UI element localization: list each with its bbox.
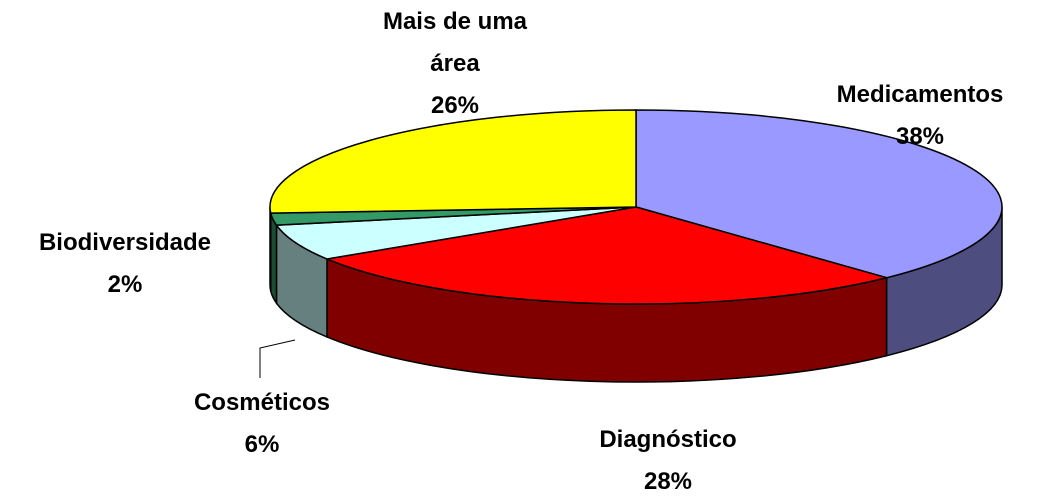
value-label: 28% [643, 468, 693, 495]
pie-slice [635, 109, 1003, 279]
pie-wall [269, 212, 278, 306]
slice-label: Cosméticos 6% [132, 382, 392, 466]
slice-label: Medicamentos 38% [790, 74, 1039, 158]
category-label: Diagnóstico [599, 426, 737, 453]
value-label: 26% [430, 92, 480, 119]
value-label: 2% [107, 271, 143, 298]
pie-wall [269, 206, 272, 292]
slice-label: Mais de uma área 26% [355, 1, 555, 127]
value-label: 38% [895, 123, 945, 150]
value-label: 6% [244, 431, 280, 458]
pie-slice [269, 109, 637, 214]
slice-label: Diagnóstico 28% [538, 419, 798, 502]
category-label: Medicamentos [836, 81, 1004, 108]
category-label: Cosméticos [193, 389, 331, 416]
leader-line [259, 339, 296, 378]
category-label: Biodiversidade [38, 229, 212, 256]
category-label: Mais de uma área [382, 8, 528, 77]
slice-label: Biodiversidade 2% [0, 222, 255, 306]
pie-slice [324, 206, 890, 305]
